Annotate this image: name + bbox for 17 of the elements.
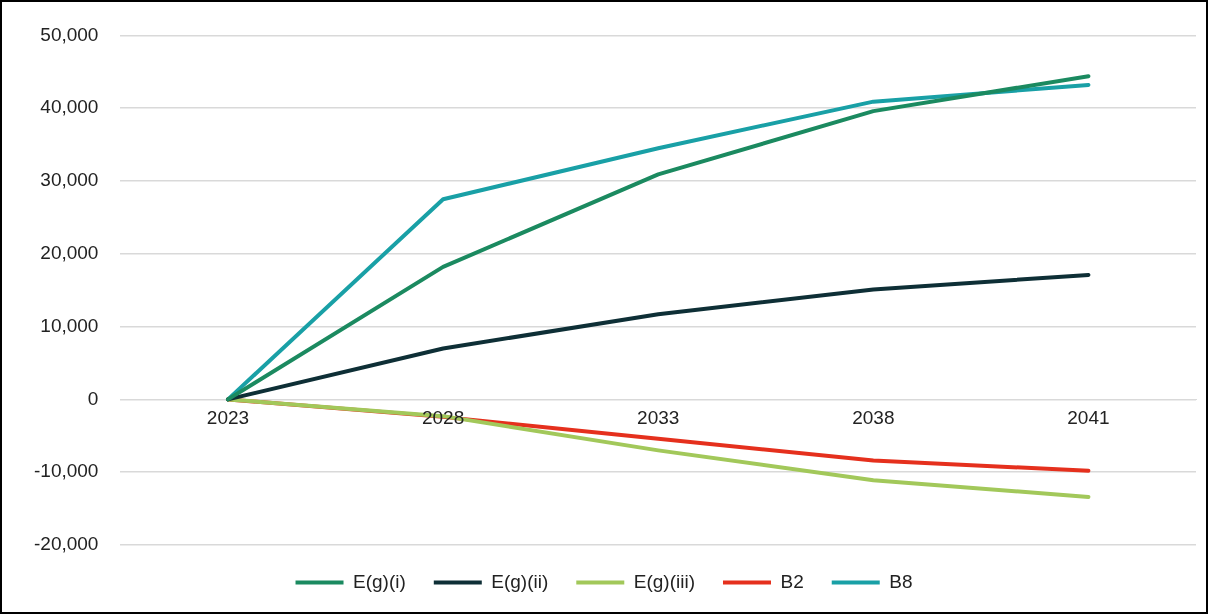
y-tick-label: 40,000: [40, 96, 99, 118]
x-tick-label: 2023: [206, 407, 250, 429]
legend-label: E(g)(ii): [491, 570, 549, 592]
x-tick-label: 2041: [1067, 407, 1110, 429]
x-tick-label: 2033: [637, 407, 680, 429]
y-tick-label: 20,000: [40, 242, 99, 264]
y-tick-label: -10,000: [33, 460, 99, 482]
x-tick-label: 2038: [852, 407, 895, 429]
legend-label: E(g)(i): [353, 570, 406, 592]
y-tick-label: 50,000: [40, 23, 99, 45]
legend-label: B8: [889, 570, 913, 592]
y-tick-label: 0: [87, 387, 99, 409]
legend-label: B2: [780, 570, 804, 592]
legend-label: E(g)(iii): [633, 570, 695, 592]
y-tick-label: 10,000: [40, 314, 99, 336]
y-tick-label: 30,000: [40, 169, 99, 191]
y-tick-label: -20,000: [33, 533, 99, 555]
